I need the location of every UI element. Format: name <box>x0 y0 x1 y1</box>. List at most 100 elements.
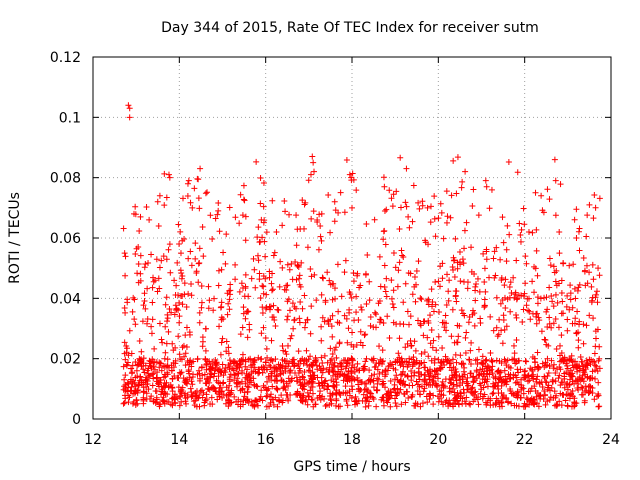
data-point <box>222 400 229 407</box>
data-point <box>207 370 214 377</box>
data-point <box>563 369 570 376</box>
data-point <box>232 214 239 221</box>
data-point <box>549 298 556 305</box>
data-point <box>272 356 279 363</box>
data-point <box>584 212 591 219</box>
data-point <box>234 370 241 377</box>
data-point <box>182 350 189 357</box>
data-point <box>550 303 557 310</box>
data-point <box>483 183 490 190</box>
data-point <box>497 300 504 307</box>
data-point <box>284 313 291 320</box>
data-point <box>337 360 344 367</box>
data-point <box>262 359 269 366</box>
data-point <box>362 403 369 410</box>
data-point <box>239 212 246 219</box>
data-point <box>252 368 259 375</box>
data-point <box>288 375 295 382</box>
data-point <box>148 330 155 337</box>
data-point <box>506 283 513 290</box>
data-point <box>327 281 334 288</box>
data-point <box>171 391 178 398</box>
data-point <box>534 300 541 307</box>
data-point <box>176 319 183 326</box>
data-point <box>287 367 294 374</box>
data-point <box>309 397 316 404</box>
data-point <box>257 356 264 363</box>
data-point <box>444 271 451 278</box>
data-point <box>395 267 402 274</box>
data-point <box>175 307 182 314</box>
data-point <box>493 294 500 301</box>
data-point <box>495 368 502 375</box>
data-point <box>122 387 129 394</box>
data-point <box>546 320 553 327</box>
data-point <box>546 255 553 262</box>
data-point <box>399 252 406 259</box>
data-point <box>512 291 519 298</box>
data-point <box>262 253 269 260</box>
data-point <box>568 373 575 380</box>
data-point <box>392 366 399 373</box>
data-point <box>480 250 487 257</box>
data-point <box>370 384 377 391</box>
data-point <box>238 378 245 385</box>
data-point <box>291 360 298 367</box>
data-point <box>333 397 340 404</box>
data-point <box>424 204 431 211</box>
data-point <box>153 394 160 401</box>
data-point <box>341 209 348 216</box>
data-point <box>475 346 482 353</box>
data-point <box>327 229 334 236</box>
data-point <box>161 170 168 177</box>
data-point <box>575 386 582 393</box>
data-point <box>125 392 132 399</box>
data-point <box>151 366 158 373</box>
data-point <box>348 341 355 348</box>
data-point <box>252 284 259 291</box>
data-point <box>511 402 518 409</box>
data-point <box>372 309 379 316</box>
data-point <box>134 389 141 396</box>
data-point <box>488 366 495 373</box>
data-point <box>458 361 465 368</box>
data-point <box>196 260 203 267</box>
data-point <box>410 182 417 189</box>
data-point <box>169 385 176 392</box>
data-point <box>595 391 602 398</box>
data-point <box>453 383 460 390</box>
data-point <box>432 233 439 240</box>
data-point <box>344 402 351 409</box>
data-point <box>196 245 203 252</box>
data-point <box>193 388 200 395</box>
data-point <box>176 299 183 306</box>
data-point <box>533 247 540 254</box>
data-point <box>575 284 582 291</box>
data-point <box>421 372 428 379</box>
data-point <box>482 376 489 383</box>
data-point <box>203 360 210 367</box>
data-point <box>561 384 568 391</box>
data-point <box>526 377 533 384</box>
data-point <box>218 266 225 273</box>
data-point <box>513 257 520 264</box>
data-point <box>132 359 139 366</box>
data-point <box>497 256 504 263</box>
data-point <box>516 220 523 227</box>
data-point <box>223 348 230 355</box>
data-point <box>377 316 384 323</box>
data-point <box>263 304 270 311</box>
data-point <box>206 365 213 372</box>
data-point <box>534 363 541 370</box>
data-point <box>132 203 139 210</box>
data-point <box>301 324 308 331</box>
data-point <box>547 262 554 269</box>
data-point <box>281 198 288 204</box>
data-point <box>123 361 130 368</box>
data-point <box>226 366 233 373</box>
data-point <box>238 280 245 287</box>
data-point <box>286 307 293 314</box>
data-point <box>207 400 214 407</box>
data-point <box>564 316 571 323</box>
data-point <box>499 214 506 221</box>
